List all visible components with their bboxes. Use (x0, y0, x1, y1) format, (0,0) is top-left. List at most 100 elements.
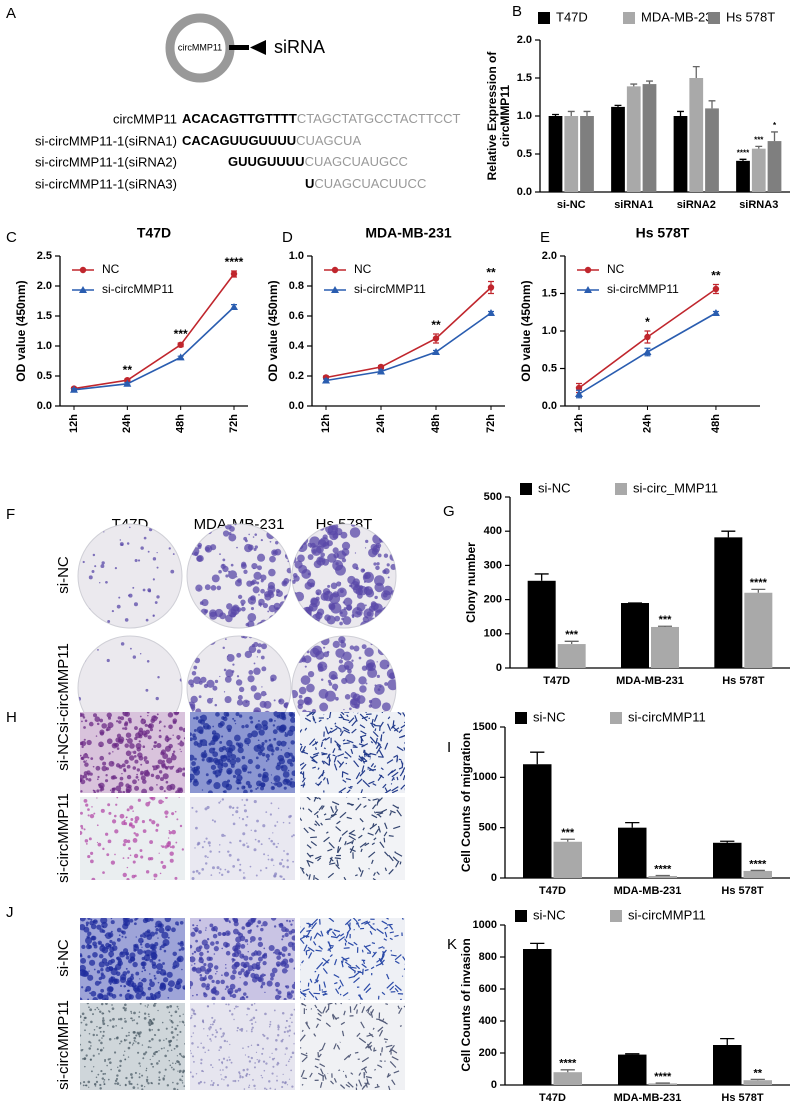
stain-dot (231, 764, 235, 768)
stain-dot (106, 853, 109, 856)
x-tick-label: 48h (710, 414, 722, 433)
stain-dot (242, 843, 245, 846)
stain-dot (99, 582, 100, 583)
y-tick-label: 0.5 (37, 370, 52, 382)
x-tick-label: siRNA2 (677, 199, 716, 211)
stain-dot (269, 1057, 270, 1058)
series-line (326, 288, 491, 378)
stain-dot (291, 835, 293, 837)
stain-dot (351, 699, 358, 706)
stain-dot (109, 977, 114, 982)
stain-dot (212, 997, 216, 1001)
stain-dot (165, 1069, 167, 1071)
stain-dot (207, 636, 210, 639)
stain-dot (285, 1047, 288, 1050)
stain-dot (112, 819, 116, 823)
chart-title: Hs 578T (636, 225, 690, 241)
stain-dot (134, 922, 137, 925)
stain-dot (86, 843, 88, 845)
stain-dot (103, 531, 104, 532)
stain-fiber (325, 993, 326, 994)
stain-dot (126, 878, 129, 881)
stain-dot (245, 539, 248, 542)
stain-dot (100, 917, 107, 924)
stain-dot (365, 604, 367, 606)
stain-fiber (384, 1039, 388, 1040)
stain-dot (104, 934, 106, 936)
significance: ** (753, 1067, 762, 1079)
stain-fiber (322, 991, 327, 992)
y-tick-label: 1000 (473, 919, 497, 931)
stain-dot (220, 801, 221, 802)
stain-fiber (373, 1028, 374, 1030)
stain-dot (81, 713, 85, 717)
stain-dot (208, 1028, 209, 1029)
stain-dot (340, 611, 343, 614)
stain-dot (249, 1060, 251, 1062)
stain-dot (156, 1062, 159, 1065)
bar (523, 949, 552, 1085)
stain-dot (128, 785, 132, 789)
stain-dot (195, 810, 197, 812)
stain-fiber (316, 747, 317, 750)
stain-dot (204, 750, 206, 752)
stain-dot (248, 1086, 250, 1088)
stain-dot (277, 821, 279, 823)
stain-dot (144, 537, 147, 540)
y-tick-label: 0 (496, 662, 502, 674)
stain-dot (151, 774, 154, 777)
stain-dot (171, 927, 176, 932)
sequence-unpaired: CUAGCUAUGCC (305, 154, 408, 169)
stain-dot (336, 581, 341, 586)
stain-dot (193, 1061, 195, 1063)
stain-dot (175, 842, 177, 844)
stain-dot (220, 1074, 221, 1075)
stain-dot (118, 597, 120, 599)
error-bar (751, 870, 765, 871)
stain-dot (177, 956, 184, 963)
stain-dot (239, 864, 241, 866)
stain-dot (248, 534, 250, 536)
stain-dot (136, 774, 138, 776)
stain-dot (91, 936, 96, 941)
stain-dot (83, 1081, 85, 1083)
stain-dot (127, 857, 129, 859)
stain-dot (177, 1025, 179, 1027)
stain-dot (284, 1031, 286, 1033)
stain-dot (141, 1085, 143, 1087)
stain-dot (121, 544, 123, 546)
sequence-name: si-circMMP11-1(siRNA3) (35, 176, 177, 191)
stain-dot (175, 811, 177, 813)
stain-dot (377, 562, 380, 565)
stain-dot (227, 751, 233, 757)
stain-dot (146, 870, 149, 873)
stain-dot (271, 802, 273, 804)
stain-dot (319, 703, 328, 712)
stain-dot (102, 1073, 104, 1075)
stain-dot (223, 1079, 224, 1080)
stain-dot (286, 650, 291, 655)
stain-dot (152, 748, 154, 750)
stain-dot (162, 865, 166, 869)
stain-dot (392, 611, 395, 614)
bar (564, 116, 578, 192)
x-tick-label: 12h (573, 414, 585, 433)
stain-dot (140, 716, 142, 718)
photo (183, 523, 293, 630)
stain-dot (124, 770, 127, 773)
stain-dot (374, 596, 377, 599)
stain-dot (207, 1005, 209, 1007)
stain-fiber (393, 720, 394, 726)
y-tick-label: 2.0 (37, 280, 52, 292)
stain-dot (229, 854, 232, 857)
stain-fiber (355, 1052, 358, 1053)
stain-dot (173, 553, 175, 555)
stain-dot (170, 846, 172, 848)
stain-dot (374, 642, 377, 645)
stain-dot (133, 766, 137, 770)
stain-fiber (364, 750, 365, 753)
stain-dot (224, 835, 226, 837)
stain-dot (254, 1062, 256, 1064)
stain-dot (317, 608, 324, 615)
stain-dot (130, 818, 133, 821)
